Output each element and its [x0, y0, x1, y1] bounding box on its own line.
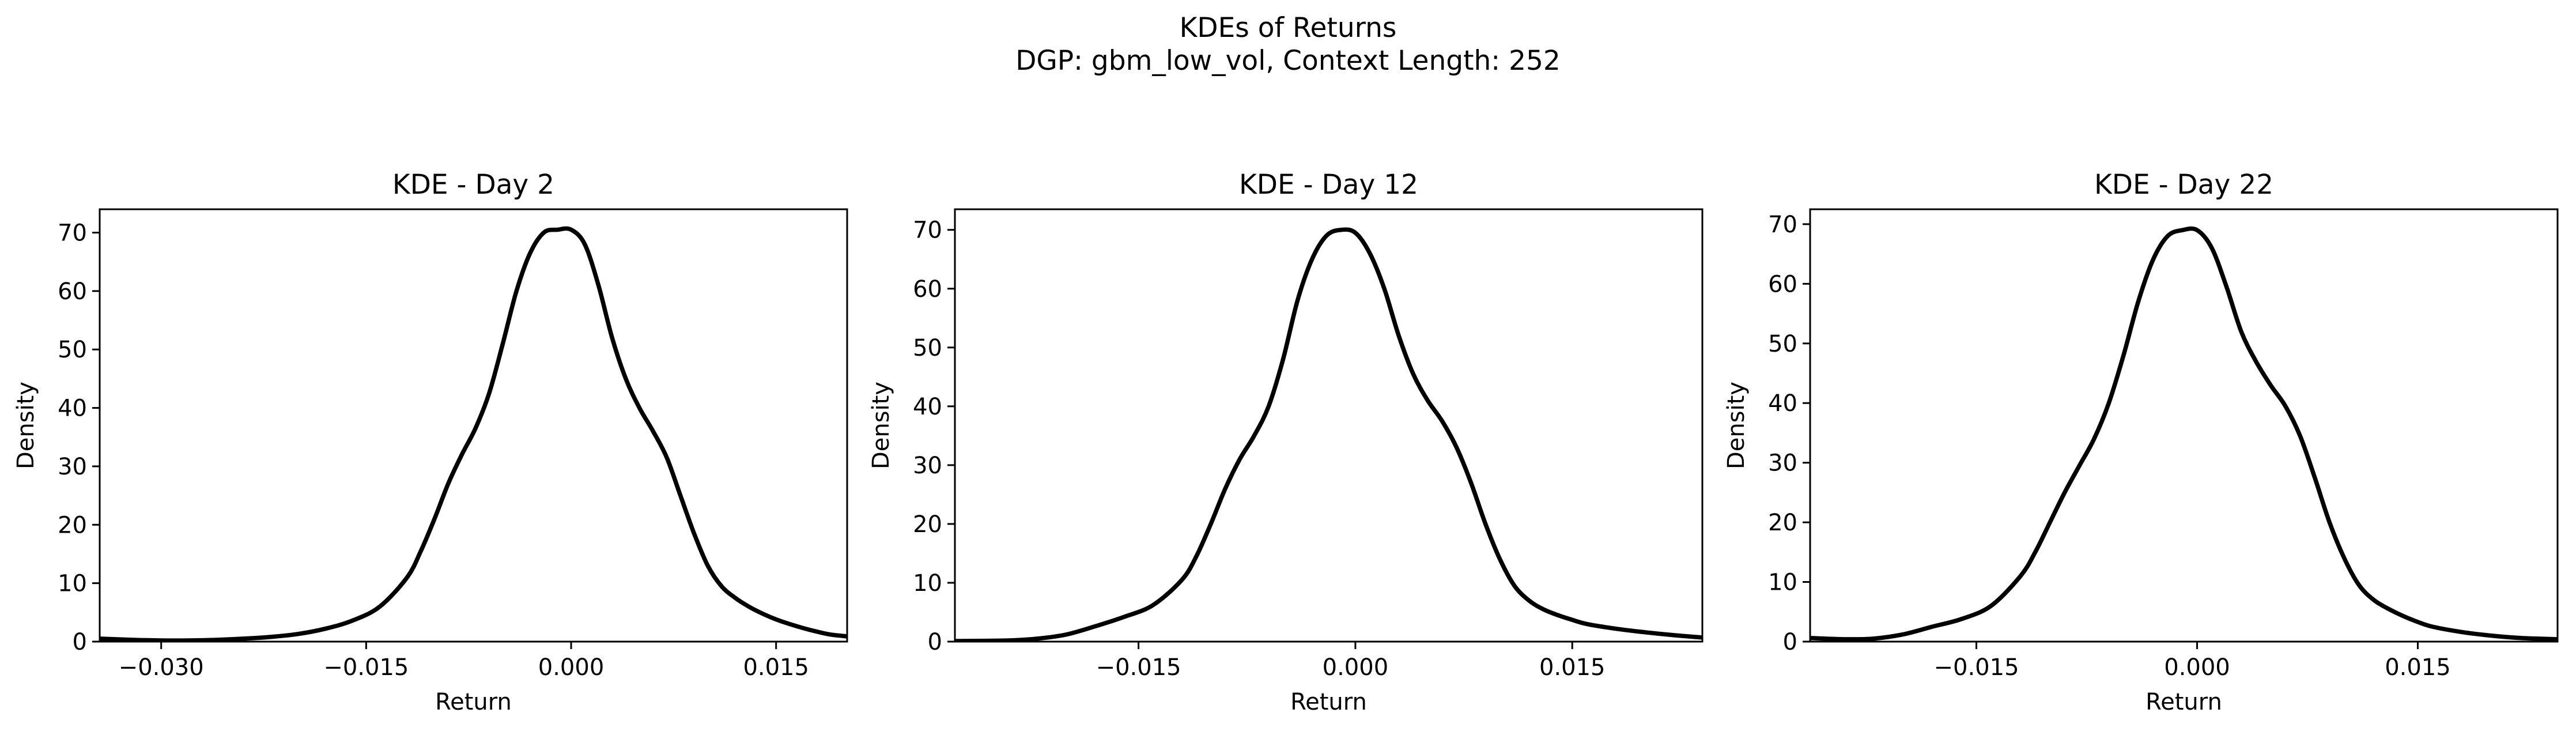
y-tick-label: 40: [58, 395, 87, 422]
kde-panels: KDE - Day 2 −0.030 −0.015 0.000 0.015 0 10 20 30…: [13, 169, 2559, 715]
x-tick-label: −0.015: [1933, 654, 2019, 681]
y-tick-label: 60: [913, 276, 942, 303]
y-tick-label: 60: [58, 278, 87, 305]
x-tick-label: 0.000: [1323, 654, 1389, 681]
y-axis-label: Density: [868, 382, 894, 469]
y-tick-label: 10: [1768, 570, 1797, 596]
y-tick-label: 40: [1768, 390, 1797, 417]
y-tick-label: 50: [58, 337, 87, 363]
y-tick-label: 60: [1768, 271, 1797, 297]
panel-title: KDE - Day 22: [2094, 169, 2273, 201]
x-tick-label: −0.015: [1096, 654, 1181, 681]
y-tick-label: 30: [913, 453, 942, 479]
x-tick-label: 0.015: [1539, 654, 1606, 681]
y-tick-label: 20: [58, 512, 87, 538]
y-tick-label: 0: [928, 629, 942, 655]
y-axis-label: Density: [13, 382, 39, 469]
x-tick-label: 0.015: [743, 654, 809, 681]
y-tick-label: 0: [1783, 629, 1797, 655]
x-tick-label: 0.000: [538, 654, 605, 681]
kde-panel-2: KDE - Day 12 −0.015 0.000 0.015 0 10 20 30 40 50 6…: [868, 169, 1704, 715]
figure-title-line2: DGP: gbm_low_vol, Context Length: 252: [1015, 45, 1561, 77]
y-tick-label: 20: [913, 511, 942, 538]
x-axis-label: Return: [1290, 689, 1367, 715]
y-tick-label: 70: [913, 217, 942, 244]
y-axis-label: Density: [1723, 382, 1750, 469]
y-tick-label: 40: [913, 394, 942, 420]
kde-curve: [100, 226, 847, 642]
kde-curve: [1810, 226, 2558, 642]
y-tick-label: 50: [1768, 331, 1797, 357]
y-tick-label: 10: [913, 570, 942, 597]
axes-frame: [954, 208, 1704, 643]
axes-frame: [99, 208, 848, 643]
x-axis-label: Return: [435, 689, 512, 715]
kde-panel-3: KDE - Day 22 −0.015 0.000 0.015 0 10 20 30 40 50 6…: [1723, 169, 2559, 715]
y-tick-label: 70: [58, 220, 87, 247]
y-tick-label: 30: [1768, 450, 1797, 477]
kde-panel-1: KDE - Day 2 −0.030 −0.015 0.000 0.015 0 10 20 30…: [13, 169, 848, 715]
x-tick-label: −0.015: [323, 654, 409, 681]
kde-curve: [955, 227, 1702, 642]
x-tick-label: 0.000: [2164, 654, 2230, 681]
y-tick-label: 0: [73, 629, 87, 655]
y-tick-label: 20: [1768, 510, 1797, 536]
y-tick-label: 10: [58, 571, 87, 597]
x-tick-label: 0.015: [2385, 654, 2451, 681]
figure-title-line1: KDEs of Returns: [1180, 12, 1397, 44]
axes-frame: [1809, 208, 2559, 643]
x-tick-label: −0.030: [119, 654, 204, 681]
y-tick-label: 30: [58, 454, 87, 480]
x-axis-label: Return: [2146, 689, 2222, 715]
y-tick-label: 50: [913, 335, 942, 361]
panel-title: KDE - Day 12: [1239, 169, 1418, 201]
y-tick-label: 70: [1768, 212, 1797, 238]
panel-title: KDE - Day 2: [392, 169, 554, 201]
